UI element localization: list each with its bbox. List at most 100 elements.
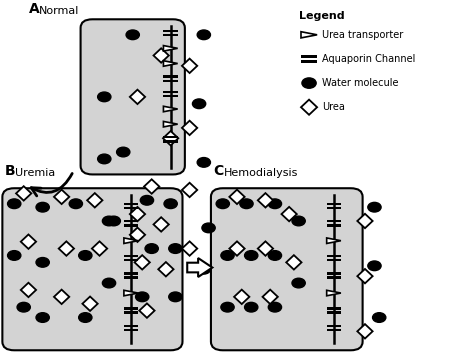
Bar [124,329,138,331]
Bar [327,329,341,331]
Circle shape [368,261,381,271]
Circle shape [197,158,210,167]
Bar [124,312,138,314]
Polygon shape [229,241,245,256]
Bar [164,75,178,78]
Polygon shape [164,106,178,112]
Circle shape [79,251,92,260]
Polygon shape [182,121,197,135]
Polygon shape [286,255,301,270]
Bar [124,276,138,279]
Bar [124,255,138,257]
Circle shape [107,216,120,226]
Bar [327,307,341,310]
Text: Water molecule: Water molecule [322,78,399,88]
Polygon shape [154,217,169,232]
Polygon shape [357,269,373,283]
Circle shape [221,251,234,260]
Polygon shape [59,241,74,256]
Circle shape [240,199,253,209]
Bar [301,55,317,58]
Bar [327,255,341,257]
Circle shape [36,313,49,322]
Circle shape [169,244,182,253]
Polygon shape [124,238,138,244]
Polygon shape [182,241,197,256]
Circle shape [17,302,30,312]
Text: Aquaporin Channel: Aquaporin Channel [322,54,416,64]
Polygon shape [164,121,178,127]
Polygon shape [182,183,197,197]
Bar [164,90,178,93]
Polygon shape [87,193,102,208]
Bar [327,312,341,314]
Text: A: A [28,2,39,16]
Polygon shape [164,45,178,51]
Circle shape [197,264,210,274]
Bar [124,220,138,222]
Circle shape [36,202,49,212]
Text: Urea transporter: Urea transporter [322,30,403,40]
Bar [301,60,317,63]
Polygon shape [327,290,341,296]
Text: Urea: Urea [322,102,345,112]
FancyBboxPatch shape [211,188,363,350]
Circle shape [145,244,158,253]
Circle shape [169,292,182,302]
Circle shape [268,302,282,312]
Circle shape [102,278,116,288]
Text: Hemodialysis: Hemodialysis [224,168,298,178]
Circle shape [36,258,49,267]
Polygon shape [130,90,145,104]
Polygon shape [154,48,169,63]
Circle shape [202,223,215,233]
Polygon shape [327,238,341,244]
Polygon shape [163,131,178,145]
Polygon shape [263,290,278,304]
Bar [327,202,341,205]
Bar [327,224,341,227]
Bar [124,202,138,205]
Bar [327,220,341,222]
Bar [164,30,178,32]
Circle shape [268,199,282,209]
Polygon shape [135,255,150,270]
Bar [124,224,138,227]
Polygon shape [258,241,273,256]
FancyArrowPatch shape [31,174,72,196]
Text: Legend: Legend [299,11,344,21]
Text: C: C [213,164,224,178]
Bar [327,272,341,275]
Circle shape [69,199,82,209]
Polygon shape [54,290,69,304]
Bar [164,140,178,143]
Polygon shape [144,179,159,194]
Polygon shape [282,207,297,221]
Circle shape [98,154,111,164]
Polygon shape [139,303,155,318]
Bar [124,259,138,262]
Bar [327,259,341,262]
Polygon shape [54,190,69,204]
Polygon shape [182,59,197,73]
Circle shape [368,202,381,212]
Polygon shape [234,290,249,304]
Bar [124,207,138,209]
Polygon shape [301,32,317,38]
Circle shape [79,313,92,322]
Bar [124,307,138,310]
Polygon shape [187,258,212,277]
Circle shape [102,216,116,226]
Polygon shape [229,190,245,204]
FancyBboxPatch shape [81,19,185,175]
Text: Normal: Normal [39,6,79,16]
Circle shape [98,92,111,102]
Circle shape [140,195,154,205]
Polygon shape [158,262,173,276]
Circle shape [197,30,210,40]
Text: Uremia: Uremia [15,168,55,178]
FancyBboxPatch shape [2,188,182,350]
Circle shape [292,216,305,226]
Bar [164,136,178,138]
Circle shape [245,302,258,312]
